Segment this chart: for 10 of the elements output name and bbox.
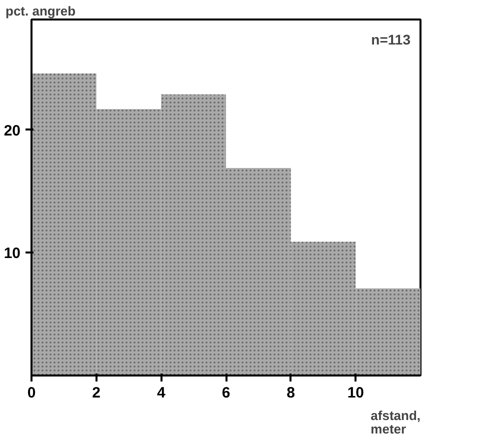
y-tick-label: 20 [4,122,21,140]
x-tick-label: 0 [27,384,36,402]
x-tick-label: 4 [156,384,166,402]
annotation: n=113 [371,32,411,48]
x-tick-label: 8 [286,384,296,402]
x-axis-title: afstand, meter [370,408,420,436]
x-tick-label: 2 [92,384,101,402]
y-axis-title: pct. angreb [6,4,76,18]
x-tick-label: 10 [347,384,364,402]
x-tick-label: 6 [222,384,230,402]
